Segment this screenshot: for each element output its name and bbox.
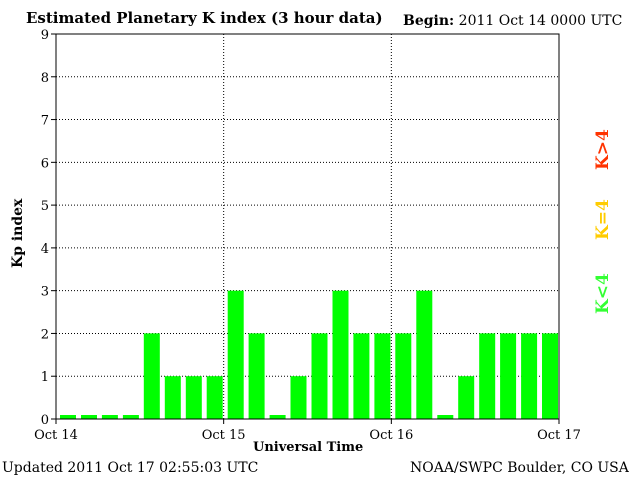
chart-title: Estimated Planetary K index (3 hour data… — [26, 9, 383, 27]
begin-label: Begin: — [403, 13, 455, 29]
bar-16 — [395, 333, 412, 419]
y-axis-label: Kp index — [10, 198, 26, 268]
y-ticks: 0 1 2 3 4 5 6 7 8 9 — [41, 28, 56, 428]
x-ticks: Oct 14 Oct 15 Oct 16 Oct 17 — [34, 419, 581, 443]
bar-4 — [143, 333, 160, 419]
bar-0 — [60, 415, 76, 419]
bar-2 — [101, 415, 118, 419]
x-tick-label-0: Oct 14 — [34, 428, 78, 443]
y-tick-label-8: 8 — [41, 71, 49, 86]
bar-7 — [206, 376, 223, 419]
bar-20 — [479, 333, 496, 419]
bar-14 — [353, 333, 370, 419]
legend-k-below-4: K<4 — [593, 273, 613, 314]
x-axis-label: Universal Time — [253, 440, 364, 455]
bar-23 — [542, 333, 558, 419]
legend-k-above-4: K>4 — [593, 129, 613, 170]
y-tick-label-6: 6 — [41, 156, 49, 171]
bar-17 — [416, 290, 433, 419]
bar-1 — [81, 415, 97, 419]
bar-9 — [248, 333, 265, 419]
plot-frame — [55, 33, 560, 420]
updated-timestamp: Updated 2011 Oct 17 02:55:03 UTC — [2, 460, 259, 476]
x-tick-label-2: Oct 16 — [369, 428, 413, 443]
y-tick-label-9: 9 — [41, 28, 49, 43]
grid-lines — [56, 34, 559, 419]
bar-21 — [500, 333, 517, 419]
bar-13 — [332, 290, 349, 419]
bars — [60, 290, 558, 419]
begin-info: Begin: 2011 Oct 14 0000 UTC — [403, 13, 622, 29]
y-tick-label-7: 7 — [41, 114, 49, 129]
credit-text: NOAA/SWPC Boulder, CO USA — [410, 460, 629, 476]
bar-18 — [437, 415, 454, 419]
y-tick-label-2: 2 — [41, 327, 49, 342]
y-tick-label-3: 3 — [41, 285, 49, 300]
legend-k-equal-4: K=4 — [593, 199, 613, 240]
bar-6 — [185, 376, 202, 419]
bar-5 — [164, 376, 181, 419]
bar-15 — [374, 333, 391, 419]
begin-value: 2011 Oct 14 0000 UTC — [458, 13, 623, 29]
bar-22 — [521, 333, 538, 419]
bar-3 — [122, 415, 139, 419]
bar-10 — [269, 415, 286, 419]
y-tick-label-1: 1 — [41, 370, 49, 385]
bar-8 — [227, 290, 244, 419]
y-tick-label-0: 0 — [41, 413, 49, 428]
bar-19 — [458, 376, 475, 419]
x-tick-label-3: Oct 17 — [537, 428, 581, 443]
x-tick-label-1: Oct 15 — [202, 428, 246, 443]
bar-12 — [311, 333, 328, 419]
y-tick-label-5: 5 — [41, 199, 49, 214]
y-tick-label-4: 4 — [41, 242, 49, 257]
bar-11 — [290, 376, 307, 419]
